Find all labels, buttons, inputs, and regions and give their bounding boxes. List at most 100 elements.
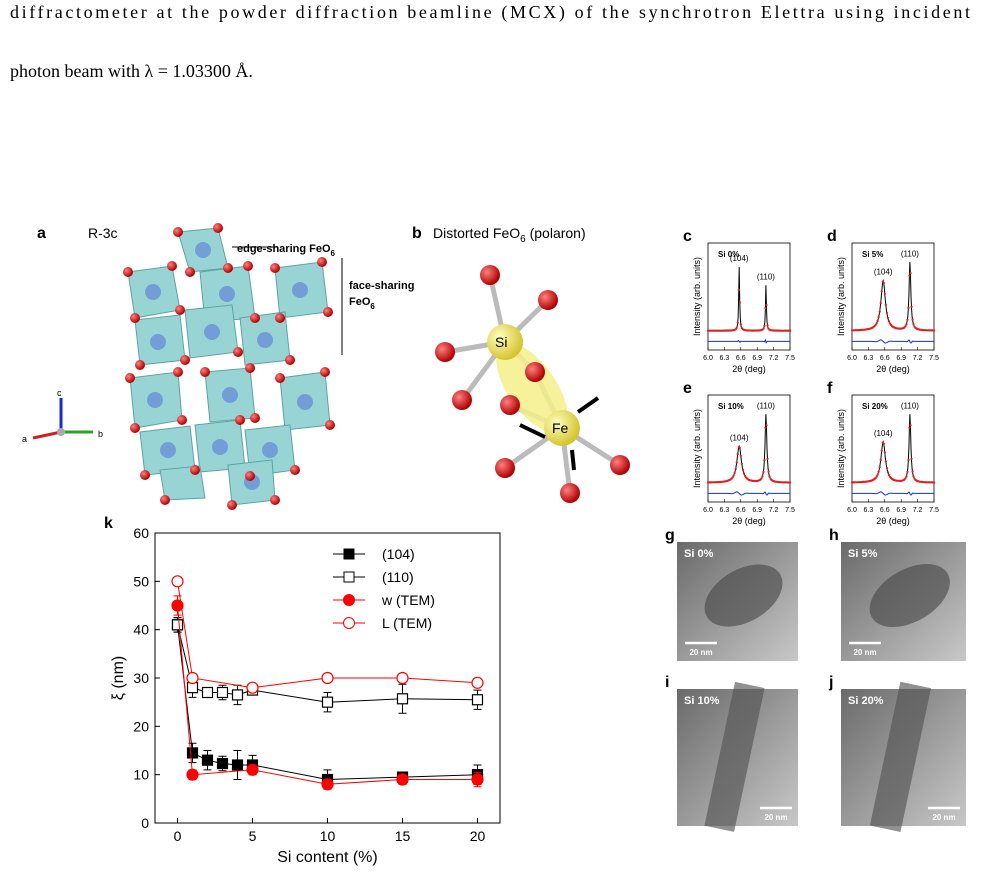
y-axis-label: Intensity (arb. units) [692, 409, 702, 488]
marker [321, 778, 334, 791]
marker [186, 682, 199, 694]
sample-label: Si 0% [718, 250, 739, 259]
residual [852, 491, 934, 496]
subscript: 6 [520, 234, 526, 245]
sample-label: Si 20% [862, 402, 888, 411]
fit-profile [852, 414, 934, 483]
x-tick-label: 6.6 [880, 507, 890, 514]
peak-label: (104) [874, 429, 893, 438]
scale-label: 20 nm [689, 648, 712, 657]
title-text: Distorted FeO [433, 225, 520, 241]
tem-panels: g Si 0% 20 nm h Si 5% 20 nm i Si 10% 20 nm j Si 20… [665, 527, 966, 832]
panel-label: f [827, 380, 833, 397]
sample-label: Si 5% [862, 250, 883, 259]
y-tick-label: 30 [133, 670, 149, 686]
nanorod [869, 681, 932, 832]
legend-label: (104) [382, 546, 415, 562]
peak-label: (110) [901, 250, 919, 259]
x-tick-label: 6.6 [736, 355, 746, 362]
x-tick-label: 7.5 [785, 507, 795, 514]
y-tick-label: 60 [133, 525, 149, 541]
residual [708, 338, 790, 344]
plot-frame [851, 394, 935, 503]
chart: k 0 10 20 30 40 50 60 0 5 10 15 20 Si content (%) ξ (n… [104, 515, 501, 866]
plot-frame [707, 394, 791, 503]
x-axis-label: 2θ (deg) [876, 364, 910, 374]
panel-label: j [828, 674, 833, 691]
x-tick-label: 6.3 [720, 507, 730, 514]
sample-label: Si 0% [684, 548, 714, 560]
marker [471, 676, 484, 689]
annotation: FeO6 [349, 296, 375, 311]
marker [171, 599, 184, 612]
marker [471, 773, 484, 786]
peak-label: (104) [874, 268, 893, 277]
observed-points [706, 424, 792, 484]
panel-label: e [683, 380, 692, 397]
panel-label: b [412, 225, 422, 242]
panel-label: g [665, 527, 675, 544]
marker [171, 619, 184, 631]
x-tick-label: 0 [174, 828, 182, 844]
peak-label: (104) [730, 433, 749, 442]
x-tick-label: 6.6 [736, 507, 746, 514]
marker [186, 671, 199, 685]
observed-points [706, 288, 792, 332]
legend-marker [343, 617, 355, 629]
x-tick-label: 5 [249, 828, 257, 844]
sample-label: Si 20% [848, 695, 884, 707]
y-tick-label: 20 [133, 718, 149, 734]
x-axis-label: 2θ (deg) [876, 516, 910, 526]
marker [321, 696, 334, 708]
series-line [177, 581, 478, 689]
peak-label: (110) [757, 402, 775, 411]
y-tick-label: 40 [133, 622, 149, 638]
fit-profile [708, 414, 790, 483]
sample-label: Si 10% [718, 402, 744, 411]
body-text: photon beam with λ = 1.03300 Å. [10, 61, 253, 81]
subscript: 6 [370, 302, 375, 311]
residual [708, 491, 790, 496]
y-tick-label: 10 [133, 767, 149, 783]
y-axis-label: Intensity (arb. units) [692, 257, 702, 336]
x-tick-label: 6.0 [703, 507, 713, 514]
marker [186, 768, 199, 781]
plot-frame [707, 242, 791, 351]
legend-label: L (TEM) [382, 615, 432, 631]
subscript: 6 [331, 249, 336, 258]
x-tick-label: 7.2 [913, 355, 923, 362]
crystal-structure [32, 223, 343, 510]
scale-label: 20 nm [853, 648, 876, 657]
residual [852, 339, 934, 344]
y-axis-label: Intensity (arb. units) [836, 257, 846, 336]
panel-title: Distorted FeO6 (polaron) [433, 225, 586, 245]
x-tick-label: 15 [395, 828, 411, 844]
marker [171, 575, 184, 588]
x-tick-label: 6.9 [752, 355, 762, 362]
x-tick-label: 7.2 [769, 507, 779, 514]
particle [869, 564, 950, 628]
panel-title: R-3c [88, 225, 118, 241]
y-axis-label: ξ (nm) [110, 656, 127, 701]
x-tick-label: 7.2 [913, 507, 923, 514]
annotation-text: FeO [349, 296, 371, 308]
marker [396, 773, 409, 786]
x-tick-label: 6.9 [896, 507, 906, 514]
panel-label: i [665, 674, 669, 691]
peak-label: (110) [901, 402, 919, 411]
marker [231, 689, 244, 701]
marker [231, 759, 244, 771]
x-tick-label: 6.0 [847, 507, 857, 514]
series-line [177, 605, 478, 785]
xrd-panels: c 6.0 6.3 6.6 6.9 7.2 7.5 2θ (deg) Intensity (ar… [683, 228, 939, 526]
x-tick-label: 6.3 [720, 355, 730, 362]
axis-label: a [22, 434, 27, 444]
marker [216, 686, 229, 699]
peak-label: (110) [757, 272, 775, 281]
legend-marker [343, 548, 355, 560]
y-tick-label: 50 [133, 573, 149, 589]
body-text: diffractometer at the powder diffraction… [10, 2, 970, 23]
y-tick-label: 0 [141, 815, 149, 831]
panel-label: k [104, 515, 113, 532]
x-tick-label: 6.3 [864, 507, 874, 514]
